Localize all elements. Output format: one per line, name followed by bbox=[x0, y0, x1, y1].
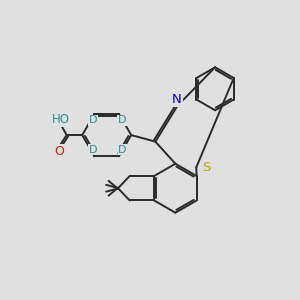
Text: D: D bbox=[118, 145, 127, 155]
Text: S: S bbox=[202, 161, 210, 174]
Text: O: O bbox=[55, 145, 64, 158]
Text: D: D bbox=[89, 116, 98, 125]
Text: N: N bbox=[172, 93, 182, 106]
Text: D: D bbox=[118, 116, 127, 125]
Text: HO: HO bbox=[51, 113, 69, 126]
Text: D: D bbox=[89, 145, 98, 155]
